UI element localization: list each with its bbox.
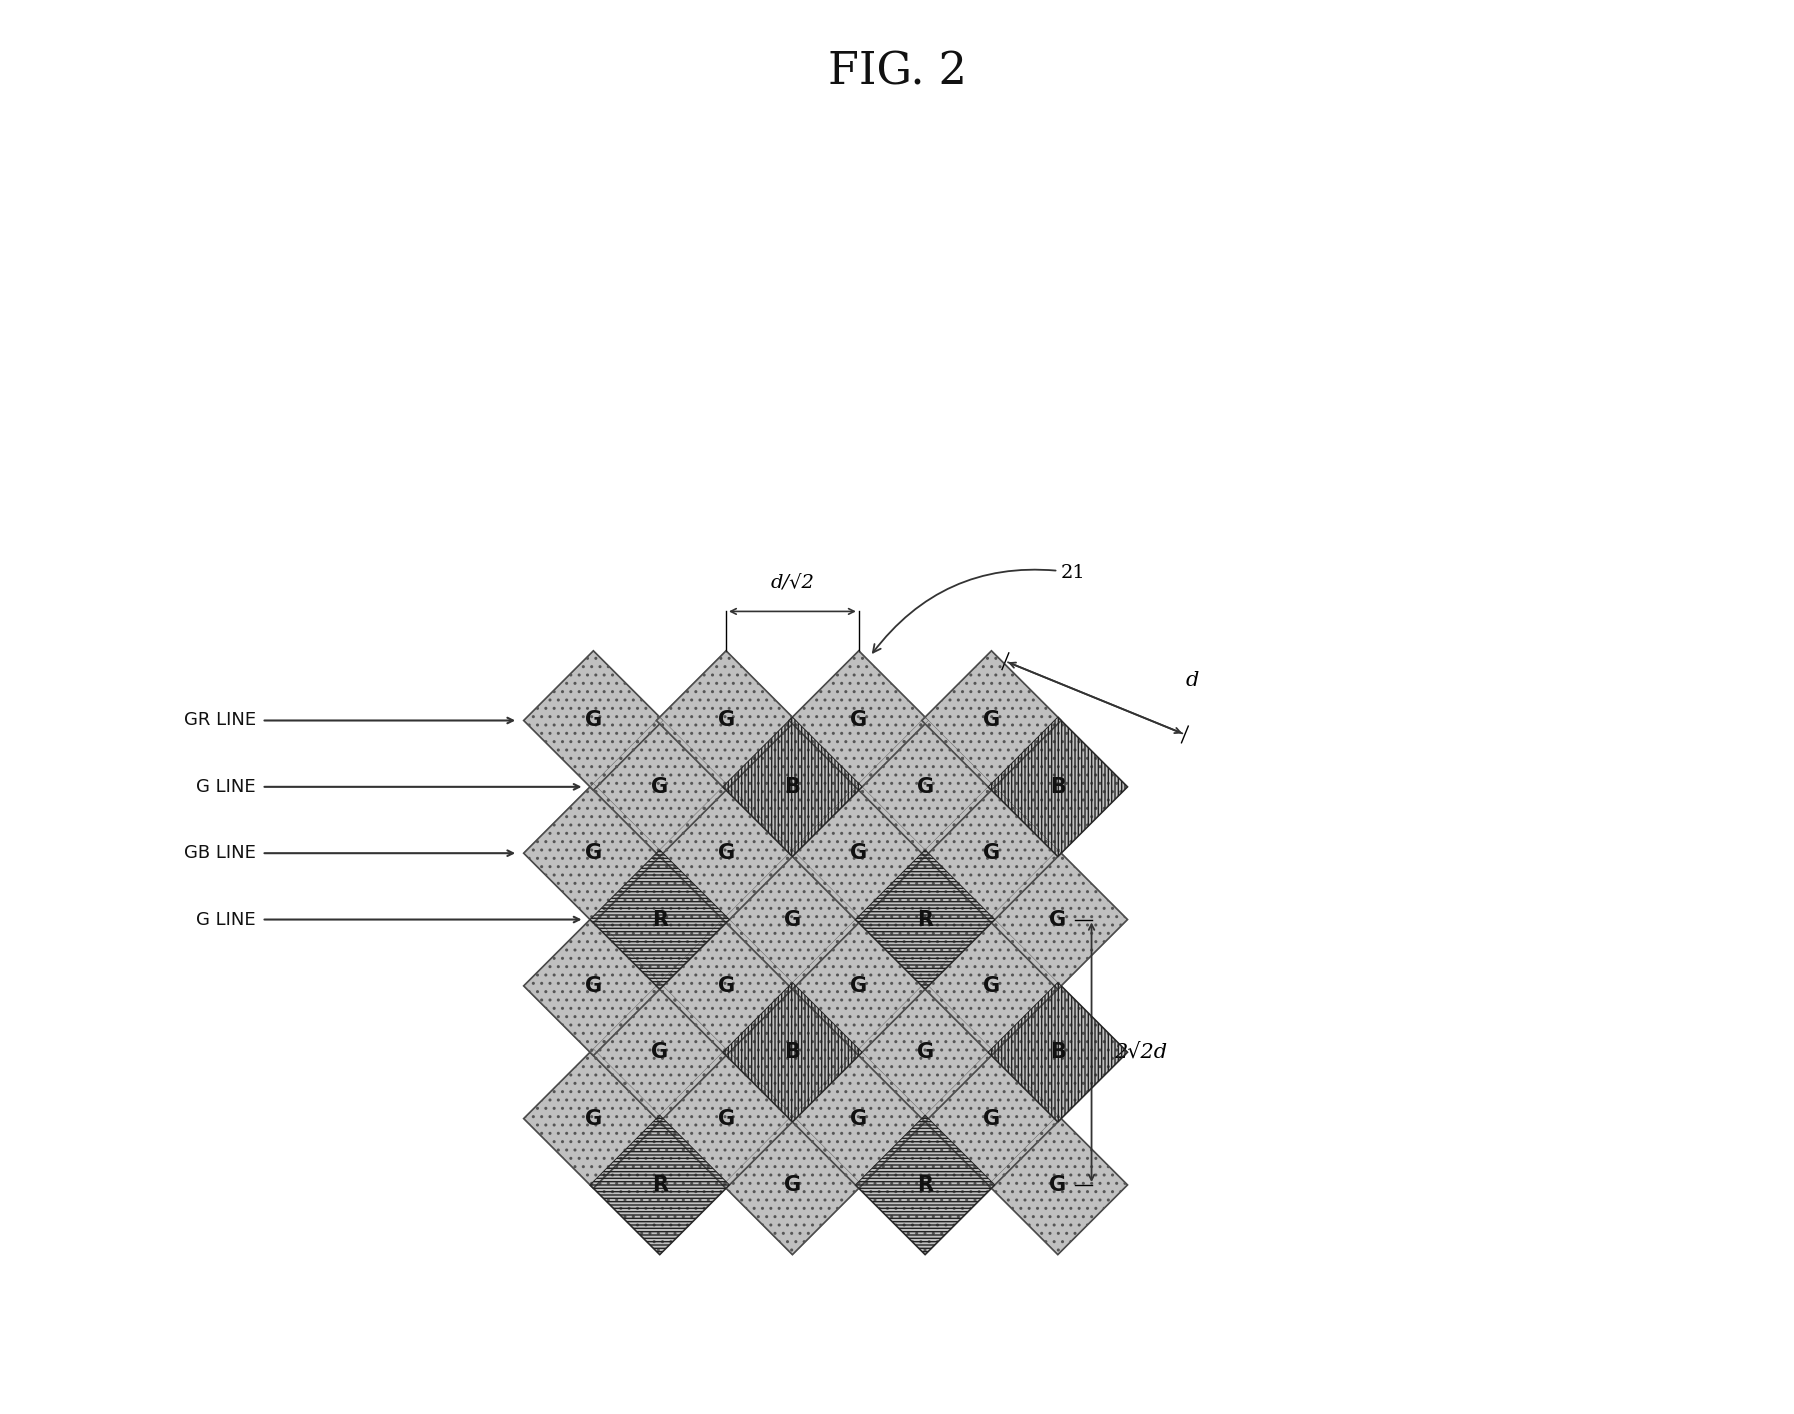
Text: d: d <box>1186 672 1198 690</box>
Polygon shape <box>988 717 1128 857</box>
Polygon shape <box>524 916 664 1056</box>
Text: 2√2d: 2√2d <box>1114 1042 1168 1062</box>
Polygon shape <box>657 783 797 923</box>
Text: B: B <box>784 776 800 797</box>
Text: G: G <box>718 1109 734 1128</box>
Text: GB LINE: GB LINE <box>185 844 257 863</box>
Text: G: G <box>850 843 867 863</box>
Text: G: G <box>585 710 603 731</box>
Polygon shape <box>856 850 996 990</box>
Polygon shape <box>922 916 1062 1056</box>
Polygon shape <box>922 783 1062 923</box>
Polygon shape <box>524 1049 664 1188</box>
Text: G: G <box>651 1042 669 1062</box>
Text: R: R <box>651 1175 667 1195</box>
Polygon shape <box>723 850 863 990</box>
Polygon shape <box>723 1116 863 1254</box>
Text: G: G <box>718 976 734 995</box>
Text: G LINE: G LINE <box>196 778 257 796</box>
Text: FIG. 2: FIG. 2 <box>827 49 967 93</box>
Polygon shape <box>988 1116 1128 1254</box>
Polygon shape <box>988 983 1128 1121</box>
Polygon shape <box>590 717 730 857</box>
Text: G: G <box>1049 1175 1066 1195</box>
Text: GR LINE: GR LINE <box>185 711 257 730</box>
Text: G: G <box>1049 909 1066 929</box>
Polygon shape <box>988 850 1128 990</box>
Polygon shape <box>856 717 996 857</box>
Text: G: G <box>718 710 734 731</box>
Text: G: G <box>983 843 999 863</box>
Polygon shape <box>723 717 863 857</box>
Text: R: R <box>651 909 667 929</box>
Polygon shape <box>657 916 797 1056</box>
Polygon shape <box>723 983 863 1121</box>
Text: G: G <box>917 1042 933 1062</box>
Text: G: G <box>917 776 933 797</box>
Text: G: G <box>651 776 669 797</box>
Text: G: G <box>850 710 867 731</box>
Polygon shape <box>789 916 929 1056</box>
Polygon shape <box>789 650 929 790</box>
Text: B: B <box>784 1042 800 1062</box>
Text: G: G <box>784 1175 800 1195</box>
Polygon shape <box>657 650 797 790</box>
Text: G LINE: G LINE <box>196 911 257 929</box>
Polygon shape <box>524 650 664 790</box>
Polygon shape <box>789 1049 929 1188</box>
Polygon shape <box>922 1049 1062 1188</box>
Polygon shape <box>856 1116 996 1254</box>
Polygon shape <box>922 650 1062 790</box>
Polygon shape <box>590 850 730 990</box>
Text: B: B <box>1049 776 1066 797</box>
Polygon shape <box>856 983 996 1121</box>
Polygon shape <box>590 1116 730 1254</box>
Text: B: B <box>1049 1042 1066 1062</box>
Text: G: G <box>850 976 867 995</box>
Text: 21: 21 <box>874 564 1085 653</box>
Text: G: G <box>585 1109 603 1128</box>
Text: G: G <box>585 843 603 863</box>
Text: R: R <box>917 1175 933 1195</box>
Polygon shape <box>590 983 730 1121</box>
Text: G: G <box>983 710 999 731</box>
Text: G: G <box>585 976 603 995</box>
Text: R: R <box>917 909 933 929</box>
Text: G: G <box>983 976 999 995</box>
Polygon shape <box>524 783 664 923</box>
Text: G: G <box>784 909 800 929</box>
Polygon shape <box>657 1049 797 1188</box>
Text: G: G <box>850 1109 867 1128</box>
Text: G: G <box>983 1109 999 1128</box>
Polygon shape <box>789 783 929 923</box>
Text: G: G <box>718 843 734 863</box>
Text: d/√2: d/√2 <box>770 573 814 591</box>
